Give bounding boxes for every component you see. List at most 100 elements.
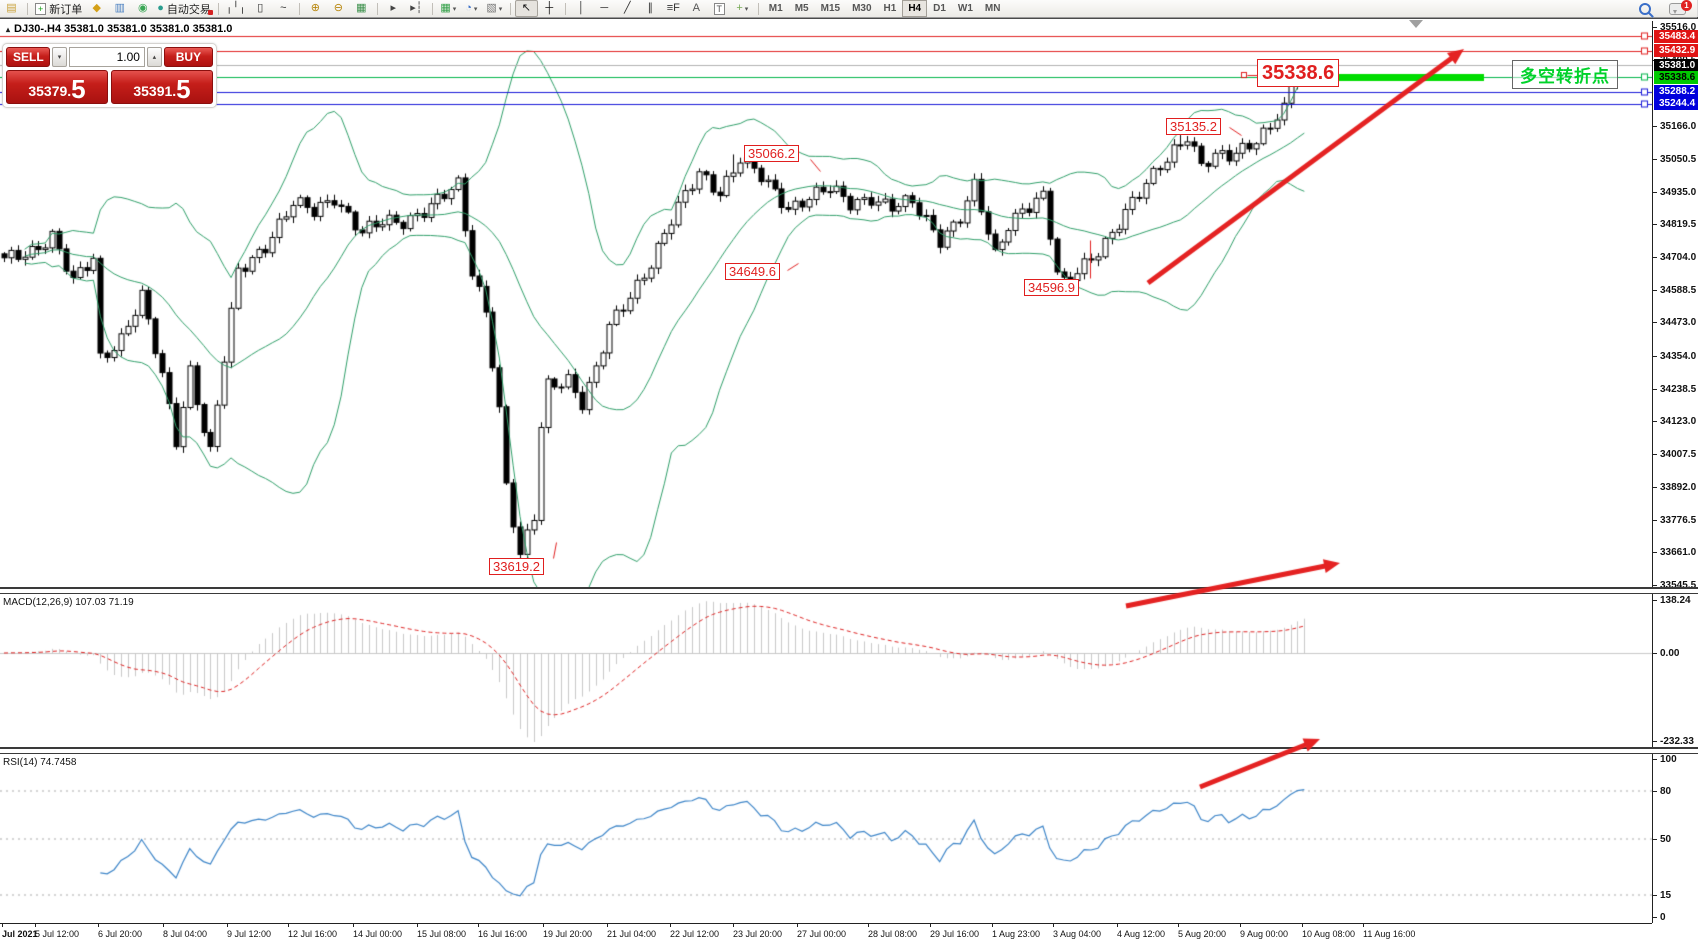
time-axis-label: 29 Jul 16:00	[930, 929, 980, 939]
chart-collapse-icon[interactable]: ▴	[6, 25, 11, 34]
market-watch-button[interactable]: ◆	[85, 0, 108, 17]
price-badge: 35244.4	[1654, 97, 1698, 111]
price-label-35066.2[interactable]: 35066.2	[744, 145, 799, 162]
buy-price-dec: 5	[176, 74, 191, 104]
price-badge: 35288.2	[1654, 85, 1698, 98]
crosshair-button[interactable]: ┼	[538, 0, 561, 17]
price-axis-tick: -232.33	[1660, 736, 1694, 747]
auto-scroll-button[interactable]: ▸	[382, 0, 405, 17]
timeframe-m1[interactable]: M1	[768, 3, 783, 14]
price-label-34596.9[interactable]: 34596.9	[1024, 279, 1079, 296]
data-window-icon: ▥	[114, 2, 125, 14]
rsi-canvas[interactable]	[0, 754, 1652, 922]
timeframe-h1[interactable]: H1	[883, 3, 897, 14]
line-chart-button[interactable]: ~	[272, 0, 295, 17]
trendline-button[interactable]: ╱	[616, 0, 639, 17]
time-tick-mark	[607, 924, 608, 927]
cursor-icon: ↖	[521, 2, 531, 14]
axis-tick-mark	[1653, 895, 1657, 896]
label-button[interactable]: T	[708, 0, 731, 17]
time-axis-label: 8 Jul 04:00	[163, 929, 208, 939]
time-tick-mark	[1178, 924, 1179, 927]
buy-price[interactable]: 35391. 5	[111, 70, 213, 104]
templates-button[interactable]: ▧ ▾	[483, 0, 506, 17]
chart-shift-button[interactable]: ▸┆	[405, 0, 428, 17]
vertical-line-button[interactable]: │	[570, 0, 593, 17]
volume-increase-button[interactable]: ▴	[146, 47, 162, 67]
horizontal-line-icon: ─	[600, 2, 609, 14]
price-label-34649.6[interactable]: 34649.6	[725, 263, 780, 280]
timeframe-h4[interactable]: H4	[902, 0, 928, 17]
axis-tick-mark	[1653, 759, 1657, 760]
candlestick-button[interactable]: ▯	[249, 0, 272, 17]
axis-tick-mark	[1653, 356, 1657, 358]
macd-canvas[interactable]	[0, 594, 1652, 747]
price-axis-tick: 34123.0	[1660, 416, 1697, 428]
time-tick-mark	[353, 924, 354, 927]
zoom-in-button[interactable]: ⊕	[304, 0, 327, 17]
auto-trading-button[interactable]: ● 自动交易	[154, 0, 214, 17]
price-axis-tick: 33776.5	[1660, 514, 1697, 526]
timeframe-w1[interactable]: W1	[957, 3, 973, 14]
volume-input[interactable]	[68, 47, 145, 67]
annotation-label[interactable]: 多空转折点	[1512, 60, 1618, 89]
price-axis-tick: 33892.0	[1660, 481, 1697, 493]
volume-decrease-button[interactable]: ▾	[52, 47, 67, 67]
axis-tick-mark	[1653, 454, 1657, 456]
sell-button[interactable]: SELL	[6, 47, 50, 67]
search-icon	[1638, 2, 1651, 15]
timeframe-mn[interactable]: MN	[984, 3, 1001, 14]
timeframe-m15[interactable]: M15	[820, 3, 841, 14]
axis-tick-mark	[1653, 839, 1657, 840]
time-tick-mark	[98, 924, 99, 927]
timeframe-switcher: M1 M5 M15 M30 H1 H4 D1 W1 MN	[763, 0, 1007, 17]
channel-button[interactable]: ∥	[639, 0, 662, 17]
new-order-button[interactable]: + 新订单	[32, 0, 85, 17]
price-label-33619.2[interactable]: 33619.2	[489, 558, 544, 575]
toolbar-right: 1	[1633, 0, 1697, 17]
bar-chart-icon: ╷╵╷	[225, 2, 246, 14]
time-tick-mark	[2, 924, 3, 927]
search-button[interactable]	[1633, 0, 1656, 17]
text-button[interactable]: A	[685, 0, 708, 17]
time-tick-mark	[670, 924, 671, 927]
time-axis-label: 4 Aug 12:00	[1117, 929, 1166, 939]
zoom-out-button[interactable]: ⊖	[327, 0, 350, 17]
axis-tick-mark	[1653, 421, 1657, 423]
timeframe-d1[interactable]: D1	[933, 3, 946, 14]
price-label-35338.6[interactable]: 35338.6	[1257, 59, 1340, 87]
periods-button[interactable]: ◔ ▾	[460, 0, 483, 17]
main-chart-canvas[interactable]	[0, 21, 1652, 587]
time-tick-mark	[1302, 924, 1303, 927]
navigator-button[interactable]: ◉	[131, 0, 154, 17]
time-axis-label: 28 Jul 08:00	[868, 929, 918, 939]
data-window-button[interactable]: ▥	[108, 0, 131, 17]
fibonacci-button[interactable]: ≡F	[662, 0, 685, 17]
notifications-button[interactable]: 1	[1666, 0, 1692, 17]
dropdown-caret-icon: ▾	[744, 5, 749, 13]
tile-windows-button[interactable]: ▦	[350, 0, 373, 17]
timeframe-m30[interactable]: M30	[852, 3, 872, 14]
macd-pane-divider[interactable]	[0, 587, 1698, 594]
templates-icon: ▧	[486, 2, 497, 14]
buy-button[interactable]: BUY	[163, 47, 213, 67]
shapes-button[interactable]: + ▾	[731, 0, 754, 17]
time-axis-label: 22 Jul 12:00	[670, 929, 720, 939]
timeframe-m5[interactable]: M5	[794, 3, 809, 14]
bar-chart-button[interactable]: ╷╵╷	[223, 0, 249, 17]
sell-price[interactable]: 35379. 5	[6, 70, 108, 104]
new-indicator-button[interactable]: ▦ ▾	[437, 0, 460, 17]
horizontal-line-button[interactable]: ─	[593, 0, 616, 17]
rsi-pane-divider[interactable]	[0, 747, 1698, 754]
price-axis-tick: 34935.0	[1660, 186, 1697, 198]
price-badge: 35338.6	[1654, 70, 1698, 84]
price-axis-tick: 34354.0	[1660, 351, 1697, 363]
axis-tick-mark	[1653, 486, 1657, 488]
price-axis-tick: 34704.0	[1660, 251, 1697, 263]
cursor-button[interactable]: ↖	[514, 0, 538, 17]
chart-window-button[interactable]: ▤	[0, 0, 23, 17]
tile-windows-icon: ▦	[356, 2, 367, 14]
price-label-35135.2[interactable]: 35135.2	[1166, 118, 1221, 135]
price-axis-tick: 138.24	[1660, 595, 1691, 606]
